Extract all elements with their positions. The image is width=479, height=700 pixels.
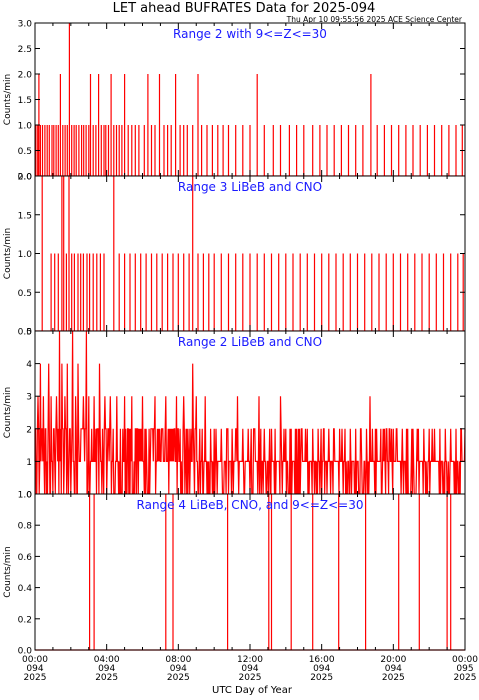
y-tick-label: 1.0: [18, 122, 33, 132]
data-trace: [34, 330, 466, 495]
x-tick-label-time: 08:00: [165, 655, 191, 665]
y-axis-label: Counts/min: [3, 387, 13, 438]
x-tick-labels: 00:00094202504:00094202508:00094202512:0…: [22, 655, 478, 683]
y-tick-label: 1: [26, 458, 32, 468]
y-tick-label: 3: [26, 393, 32, 403]
chart-title: LET ahead BUFRATES Data for 2025-094: [113, 1, 376, 16]
y-axis-label: Counts/min: [3, 228, 13, 279]
x-tick-label-year: 2025: [310, 673, 333, 683]
y-tick-label: 0.0: [18, 328, 33, 338]
plot-area: [35, 494, 465, 650]
x-tick-label-time: 16:00: [309, 655, 335, 665]
x-tick-label-year: 2025: [239, 673, 262, 683]
x-tick-label-doy: 094: [170, 664, 187, 674]
y-tick-label: 0.8: [18, 522, 33, 532]
data-trace: [35, 23, 465, 177]
x-axis-label: UTC Day of Year: [212, 685, 293, 696]
y-tick-label: 2: [26, 425, 32, 435]
panel-label: Range 2 with 9<=Z<=30: [173, 27, 327, 41]
y-tick-label: 5: [26, 328, 32, 338]
x-tick-label-year: 2025: [454, 673, 477, 683]
y-tick-label: 1.5: [18, 96, 32, 106]
y-tick-label: 1.0: [18, 250, 33, 260]
timestamp-label: Thu Apr 10 09:55:56 2025 ACE Science Cen…: [286, 15, 463, 24]
x-tick-label-doy: 094: [313, 664, 330, 674]
y-tick-label: 0.0: [18, 647, 33, 657]
panel-label: Range 2 LiBeB and CNO: [178, 335, 322, 349]
x-tick-label-year: 2025: [95, 673, 118, 683]
panel-3: 0 1 2 3 4 5 Counts/min Range 2 LiBeB and CNO: [3, 328, 466, 501]
y-tick-label: 0: [26, 491, 32, 501]
x-tick-label-doy: 094: [385, 664, 402, 674]
y-tick-label: 1.0: [18, 491, 33, 501]
x-tick-label-time: 20:00: [380, 655, 406, 665]
x-tick-label-time: 00:00: [22, 655, 48, 665]
panel-2: 0.0 0.5 1.0 1.5 2.0 Counts/min Range 3 LiBeB a…: [3, 173, 466, 338]
panel-label: Range 4 LiBeB, CNO, and 9<=Z<=30: [137, 498, 364, 512]
y-tick-label: 4: [26, 360, 32, 370]
y-tick-label: 1.5: [18, 211, 32, 221]
panel-label: Range 3 LiBeB and CNO: [178, 180, 322, 194]
x-tick-label-time: 00:00: [452, 655, 478, 665]
y-tick-label: 0.0: [18, 173, 33, 183]
x-tick-label-doy: 094: [98, 664, 115, 674]
panels-group: 0.0 0.5 1.0 1.5 2.0 2.5 3.0 Counts/min Range 2 w…: [3, 20, 466, 657]
y-tick-label: 0.4: [18, 584, 33, 594]
y-tick-label: 2.5: [18, 45, 32, 55]
data-trace: [35, 494, 465, 651]
y-tick-label: 0.6: [18, 553, 33, 563]
x-tick-label-year: 2025: [24, 673, 47, 683]
x-tick-label-doy: 095: [456, 664, 473, 674]
y-axis-label: Counts/min: [3, 74, 13, 125]
y-tick-label: 3.0: [18, 20, 33, 30]
x-tick-label-year: 2025: [382, 673, 405, 683]
x-tick-label-time: 04:00: [94, 655, 120, 665]
y-tick-label: 0.2: [18, 615, 32, 625]
panel-1: 0.0 0.5 1.0 1.5 2.0 2.5 3.0 Counts/min Range 2 w…: [3, 20, 466, 183]
y-axis-label: Counts/min: [3, 546, 13, 597]
x-tick-label-time: 12:00: [237, 655, 263, 665]
y-tick-label: 0.5: [18, 147, 32, 157]
x-tick-label-year: 2025: [167, 673, 190, 683]
y-tick-label: 2.0: [18, 173, 33, 183]
panel-4: 0.0 0.2 0.4 0.6 0.8 1.0 Counts/min Range 4 LiBe…: [3, 491, 466, 657]
y-tick-label: 0.5: [18, 289, 32, 299]
x-tick-label-doy: 094: [241, 664, 258, 674]
x-tick-label-doy: 094: [26, 664, 43, 674]
y-tick-label: 2.0: [18, 71, 33, 81]
